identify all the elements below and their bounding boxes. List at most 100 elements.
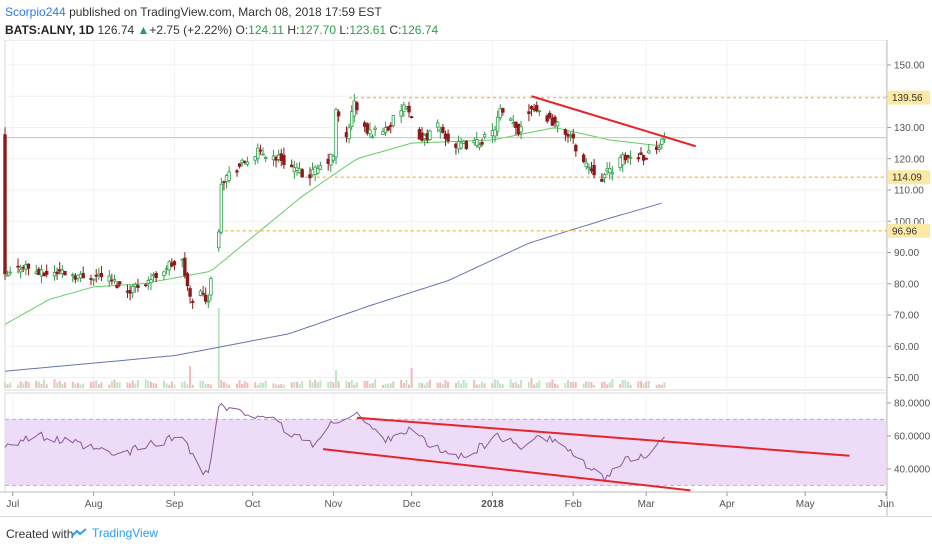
- rsi-channel-upper[interactable]: [356, 416, 850, 457]
- volume-bar: [129, 383, 132, 388]
- candle: [217, 231, 221, 249]
- candle: [117, 281, 122, 285]
- open-value: 124.11: [248, 23, 284, 37]
- volume-bar: [392, 381, 395, 388]
- candle: [498, 108, 502, 118]
- last-price: 126.74: [97, 23, 135, 37]
- footer: Created with TradingView: [0, 516, 932, 551]
- volume-bar: [100, 382, 103, 388]
- volume-bar: [538, 380, 541, 388]
- candle: [628, 156, 633, 159]
- candle: [204, 294, 208, 302]
- volume-bar: [574, 382, 577, 388]
- volume-bar: [275, 384, 278, 388]
- candle: [172, 261, 177, 266]
- volume-bar: [611, 379, 614, 388]
- volume-bar: [496, 380, 499, 388]
- volume-bar: [256, 384, 259, 388]
- candle: [365, 123, 370, 134]
- rsi-axis-tick-label: 60.0000: [894, 431, 931, 442]
- candle: [149, 279, 153, 284]
- candle: [263, 157, 268, 159]
- time-axis-tick-label: Apr: [719, 499, 735, 510]
- level-price-label-bg: [888, 90, 930, 105]
- volume-bar: [136, 379, 139, 388]
- candle: [334, 109, 338, 158]
- volume-bar: [22, 383, 25, 388]
- volume-bar: [374, 379, 377, 388]
- tradingview-logo[interactable]: TradingView: [70, 526, 158, 540]
- volume-bar: [387, 383, 390, 388]
- volume-bar: [366, 380, 369, 388]
- candle: [222, 181, 226, 184]
- volume-bar: [19, 381, 22, 388]
- volume-bar: [272, 383, 275, 388]
- high-value: 127.70: [299, 23, 337, 37]
- volume-bar: [514, 381, 517, 388]
- candle: [545, 115, 549, 122]
- candle: [428, 130, 432, 140]
- rsi-channel-lower[interactable]: [322, 448, 691, 492]
- rsi-axis-tick-label: 80.0000: [894, 398, 931, 409]
- volume-bar: [74, 384, 77, 388]
- close-label: C:: [389, 23, 402, 37]
- volume-bar: [478, 384, 481, 388]
- candle: [154, 273, 158, 278]
- candle: [600, 178, 604, 182]
- volume-bar: [97, 384, 100, 388]
- volume-bar: [290, 382, 293, 388]
- volume-bar: [35, 380, 38, 388]
- time-axis-tick-label: 2018: [481, 499, 504, 510]
- price-trendline[interactable]: [531, 95, 697, 148]
- volume-bar: [314, 379, 317, 388]
- symbol-label: BATS:ALNY, 1D: [5, 23, 95, 37]
- candle: [144, 284, 148, 287]
- volume-bar: [621, 379, 624, 388]
- volume-bar: [4, 382, 6, 388]
- price-pane[interactable]: 150.00140.00130.00120.00110.00100.0090.0…: [3, 40, 930, 391]
- candle: [482, 134, 487, 138]
- time-axis[interactable]: Jul Aug Sep Oct Nov Dec 2018 Feb Mar Apr May Jun: [0, 40, 894, 516]
- volume-bar: [637, 381, 640, 388]
- volume-bar: [295, 381, 298, 388]
- volume-bar: [509, 379, 512, 388]
- volume-bar: [608, 382, 611, 388]
- candle: [584, 162, 588, 167]
- volume-bar: [546, 382, 549, 388]
- candle: [475, 139, 479, 146]
- volume-bar: [37, 381, 40, 388]
- volume-bar: [293, 381, 296, 388]
- candle: [459, 142, 463, 149]
- chart-area[interactable]: 150.00140.00130.00120.00110.00100.0090.0…: [0, 40, 932, 516]
- volume-bar: [564, 382, 567, 388]
- candle: [391, 115, 396, 126]
- rsi-pane[interactable]: 80.0000 60.0000 40.0000: [4, 392, 931, 493]
- candle: [256, 147, 260, 159]
- volume-bar: [118, 382, 121, 388]
- author-link[interactable]: Scorpio244: [5, 5, 66, 19]
- volume-bar: [658, 384, 661, 388]
- candle: [581, 154, 586, 163]
- volume-bar: [418, 382, 421, 388]
- volume-bar: [421, 383, 424, 388]
- volume-bar: [316, 382, 319, 388]
- volume-bar: [131, 380, 134, 388]
- candle: [370, 136, 375, 139]
- candle: [441, 127, 445, 133]
- candle: [282, 154, 286, 166]
- candle: [446, 133, 450, 142]
- volume-bar: [512, 382, 515, 388]
- volume-bar: [423, 384, 426, 388]
- candle: [409, 116, 414, 119]
- candle: [464, 141, 469, 150]
- volume-bar: [228, 384, 231, 388]
- price-axis-tick-label: 50.00: [894, 373, 919, 384]
- candle: [537, 110, 542, 113]
- volume-bar: [444, 379, 447, 388]
- candle: [347, 127, 351, 139]
- time-axis-tick-label: May: [796, 499, 815, 510]
- volume-bar: [600, 382, 603, 388]
- volume-bar: [582, 383, 585, 388]
- volume-bar: [447, 381, 450, 388]
- candle: [626, 155, 630, 158]
